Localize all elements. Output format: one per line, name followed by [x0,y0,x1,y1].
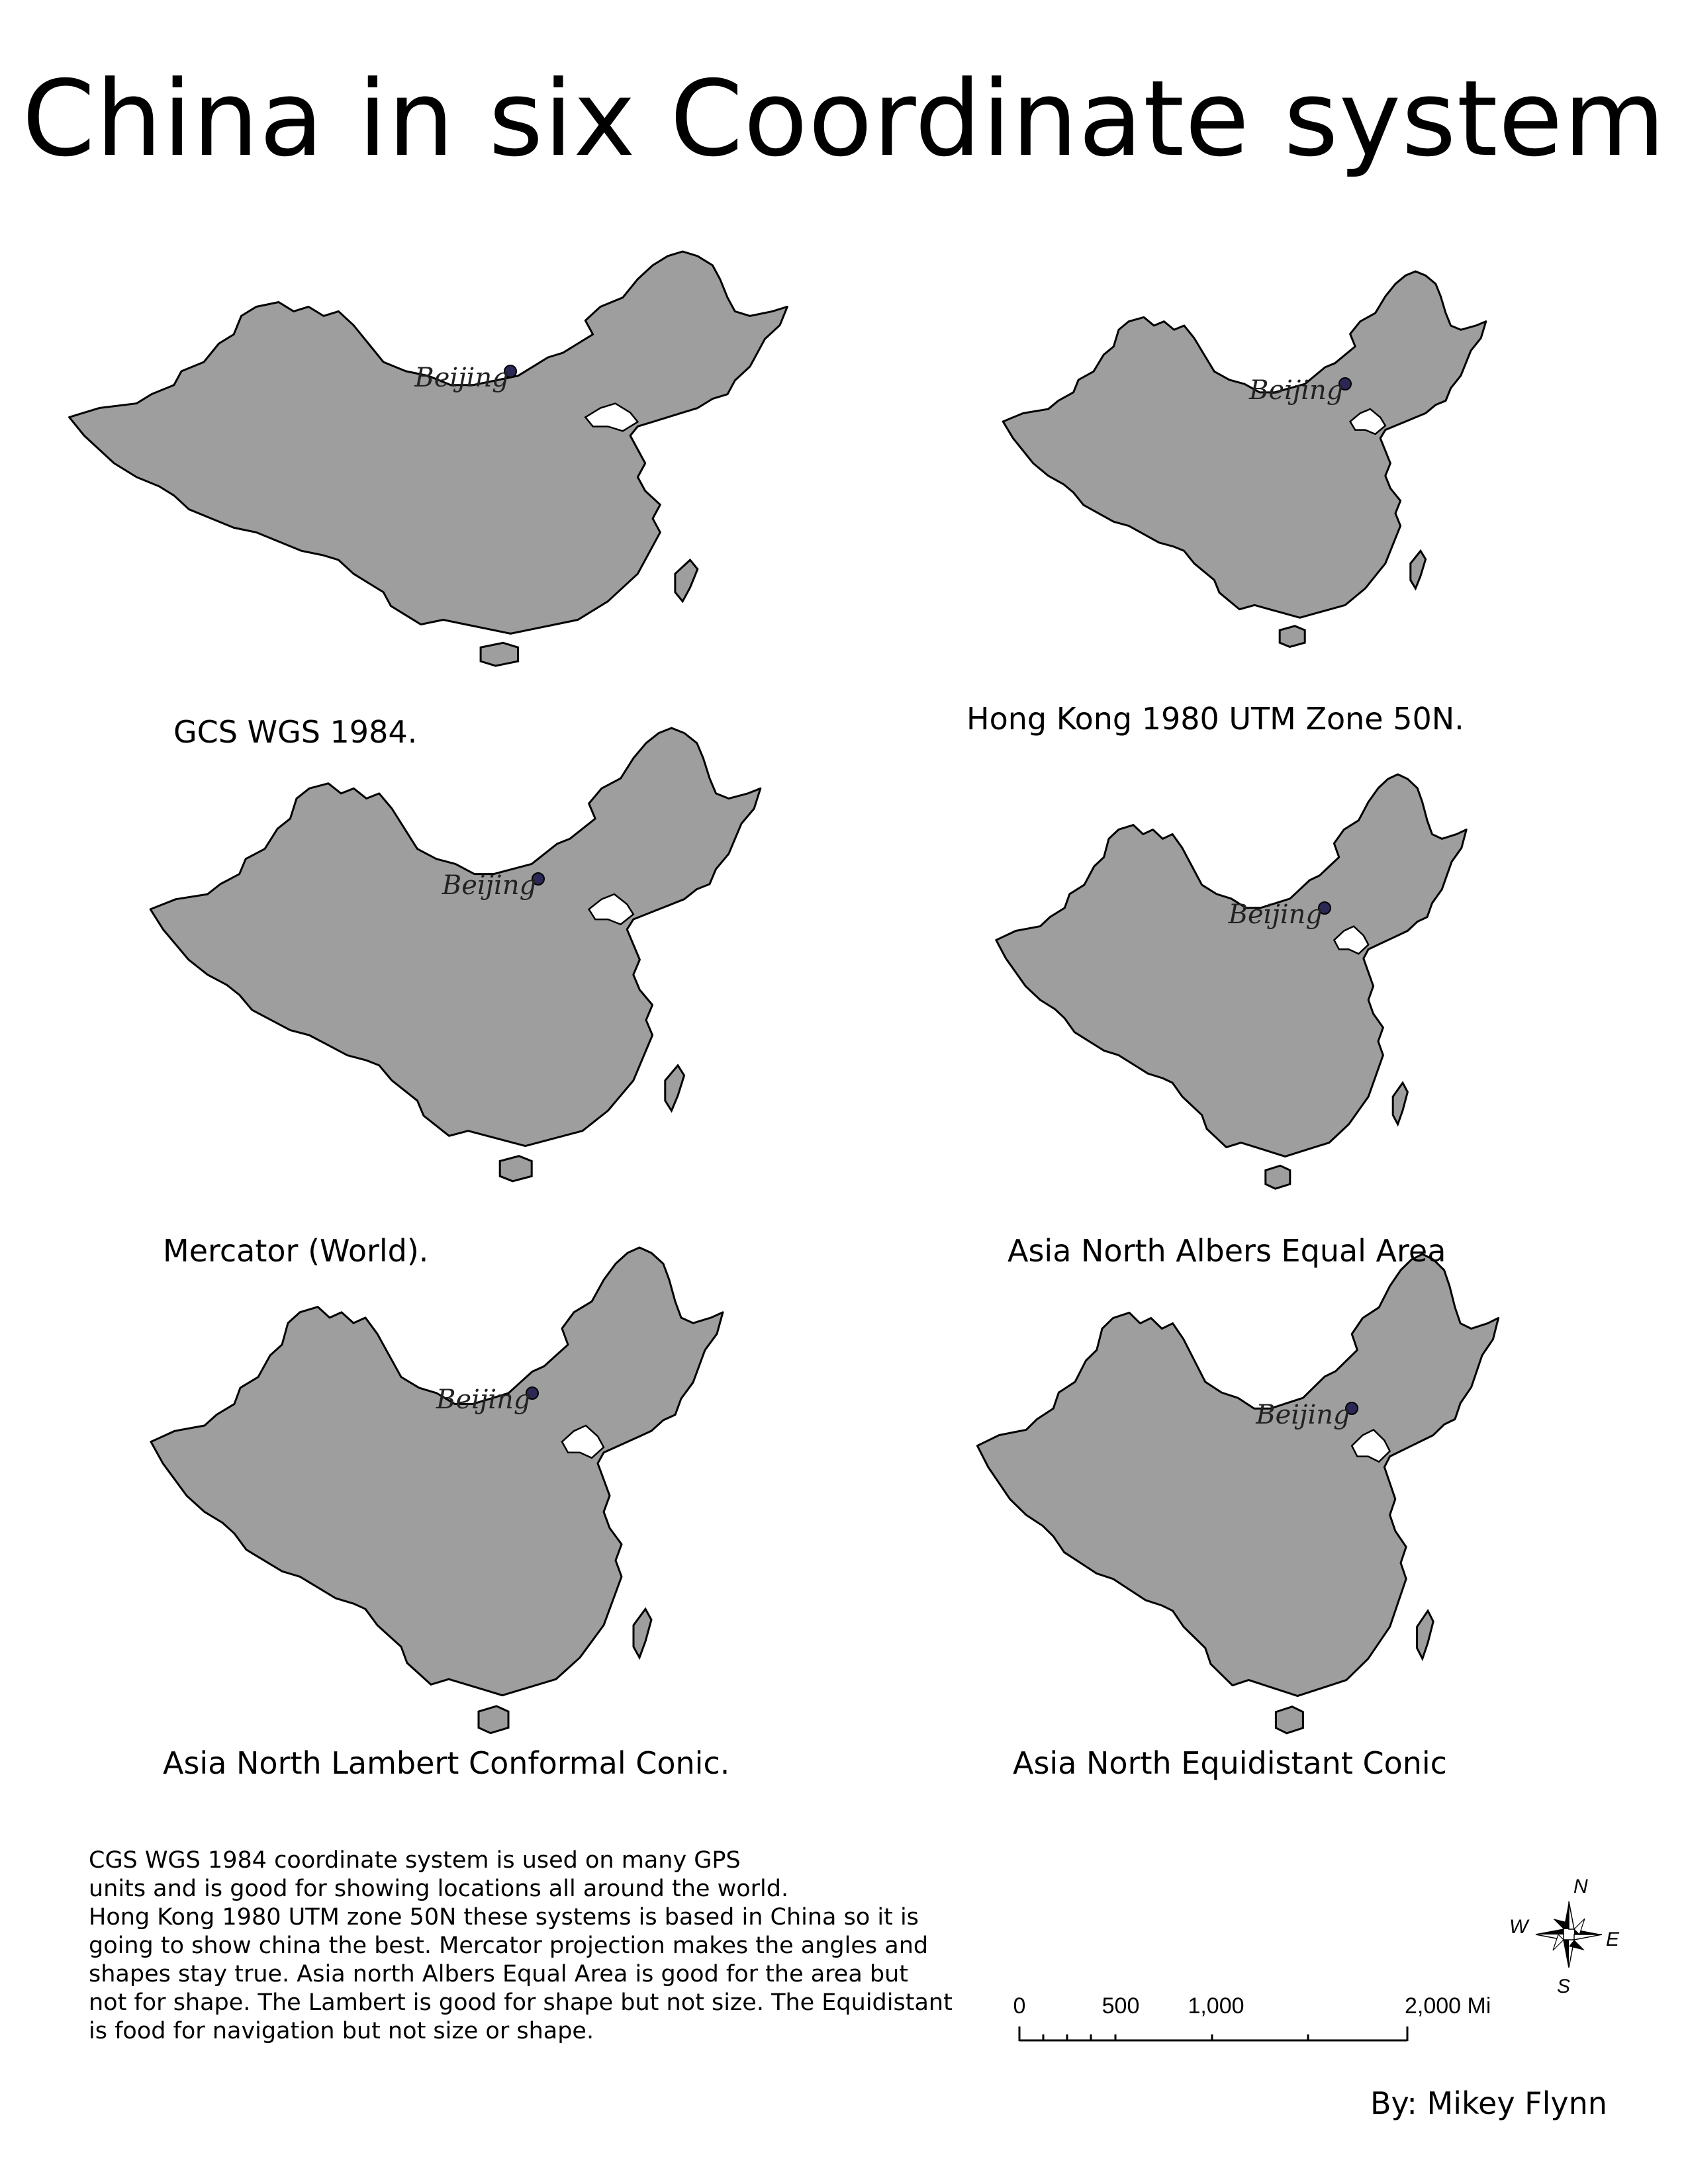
beijing-label: Beijing [1228,899,1323,930]
beijing-marker [504,364,518,378]
beijing-label: Beijing [1256,1400,1350,1431]
bohai-sea [562,1426,604,1458]
caption-lambert: Asia North Lambert Conformal Conic. [163,1745,730,1781]
caption-equidistant: Asia North Equidistant Conic [1013,1745,1447,1781]
description-text: CGS WGS 1984 coordinate system is used o… [89,1846,1015,2046]
china-map-albers [986,774,1476,1198]
china-landmass [1003,271,1486,617]
taiwan-island [1417,1611,1434,1659]
beijing-marker [1338,377,1352,391]
description-line: is food for navigation but not size or s… [89,2018,594,2044]
beijing-label: Beijing [414,362,509,393]
page-title: China in six Coordinate system [22,58,1666,180]
taiwan-island [665,1066,684,1111]
bohai-sea [1352,1430,1389,1461]
compass-label-s: S [1557,1976,1570,1997]
description-line: going to show china the best. Mercator p… [89,1933,929,1959]
north-arrow-compass: N S E W [1509,1876,1620,1997]
taiwan-island [633,1609,651,1657]
beijing-label: Beijing [1249,375,1344,406]
caption-hong-kong-utm: Hong Kong 1980 UTM Zone 50N. [966,701,1464,737]
compass-label-w: W [1509,1916,1530,1938]
china-landmass [977,1254,1498,1696]
compass-rose-icon [1535,1901,1603,1968]
china-map-equidistant [966,1254,1509,1744]
description-line: units and is good for showing locations … [89,1876,789,1902]
hainan-island [1280,626,1305,647]
scale-bar: 0 500 1,000 2,000 Miles [1013,1993,1489,2042]
taiwan-island [1393,1083,1407,1124]
beijing-marker [531,872,545,886]
caption-gcs-wgs-1984: GCS WGS 1984. [173,714,418,750]
description-line: not for shape. The Lambert is good for s… [89,1989,953,2016]
description-line: Hong Kong 1980 UTM zone 50N these system… [89,1904,919,1931]
bohai-sea [1334,927,1368,954]
beijing-marker [526,1387,539,1400]
hainan-island [1266,1165,1290,1189]
description-line: shapes stay true. Asia north Albers Equa… [89,1961,909,1987]
hainan-island [479,1706,508,1733]
china-map-lambert [139,1248,735,1744]
china-landmass [70,251,788,633]
hainan-island [481,643,518,666]
description-line: CGS WGS 1984 coordinate system is used o… [89,1847,741,1874]
china-map-hk [993,271,1496,655]
scale-label-0: 0 [1013,1993,1026,2019]
china-map-gcs [54,251,802,675]
caption-mercator: Mercator (World). [163,1233,429,1269]
china-map-mercator [138,728,773,1191]
china-landmass [150,728,761,1146]
beijing-marker [1345,1402,1359,1416]
compass-label-n: N [1573,1876,1588,1897]
scale-label-500: 500 [1102,1993,1140,2019]
bohai-sea [585,404,637,432]
bohai-sea [1350,409,1385,434]
caption-albers: Asia North Albers Equal Area [1008,1233,1446,1269]
taiwan-island [1411,551,1426,588]
china-landmass [151,1248,723,1696]
bohai-sea [589,894,633,925]
scale-label-2000-miles: 2,000 Miles [1405,1993,1489,2019]
scale-label-1000: 1,000 [1188,1993,1244,2019]
beijing-label: Beijing [442,870,537,901]
hainan-island [1276,1707,1303,1733]
beijing-label: Beijing [436,1385,531,1416]
china-landmass [996,774,1466,1156]
author-credit: By: Mikey Flynn [1370,2085,1607,2121]
taiwan-island [675,560,698,602]
scale-bar-line [1018,2026,1409,2042]
compass-label-e: E [1606,1929,1620,1950]
hainan-island [500,1156,532,1181]
beijing-marker [1317,901,1331,915]
